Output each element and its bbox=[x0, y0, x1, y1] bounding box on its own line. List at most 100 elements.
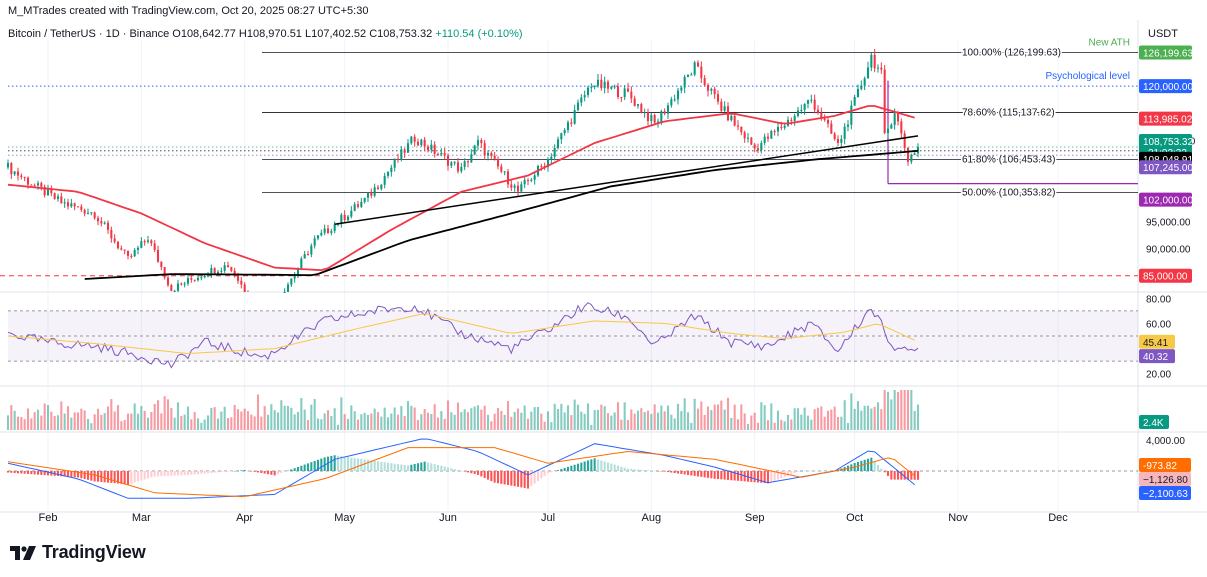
candle-body bbox=[873, 54, 876, 69]
macd-histogram-bar bbox=[486, 471, 490, 480]
macd-histogram-bar bbox=[530, 471, 533, 487]
volume-bar bbox=[793, 408, 796, 430]
candle-body bbox=[640, 104, 643, 113]
volume-bar bbox=[833, 406, 836, 430]
macd-histogram-bar bbox=[683, 471, 686, 475]
volume-bar bbox=[730, 417, 733, 430]
volume-bar bbox=[153, 404, 156, 430]
macd-histogram-bar bbox=[553, 471, 556, 472]
volume-bar bbox=[20, 417, 23, 430]
candle-body bbox=[770, 131, 773, 139]
volume-bar bbox=[26, 408, 30, 430]
volume-bar bbox=[533, 407, 536, 430]
candle-body bbox=[156, 249, 160, 262]
macd-histogram-bar bbox=[403, 465, 406, 471]
macd-histogram-bar bbox=[410, 464, 413, 471]
chart-grid bbox=[0, 20, 1207, 513]
macd-histogram-bar bbox=[213, 471, 216, 473]
candle-body bbox=[553, 148, 556, 157]
macd-histogram-bar bbox=[313, 460, 316, 471]
volume-bar bbox=[680, 411, 683, 430]
candle-body bbox=[773, 131, 776, 133]
macd-histogram-bar bbox=[116, 471, 120, 484]
candle-body bbox=[630, 91, 633, 99]
macd-label: −2,100.63 bbox=[1143, 489, 1188, 500]
tradingview-logo[interactable]: TradingView bbox=[10, 542, 146, 563]
candle-body bbox=[693, 62, 696, 75]
macd-histogram-bar bbox=[733, 471, 736, 481]
candle-body bbox=[756, 148, 760, 151]
macd-histogram-bar bbox=[506, 471, 510, 486]
candle-body bbox=[600, 79, 603, 89]
price-label-box bbox=[1139, 192, 1192, 207]
currency-label[interactable]: USDT bbox=[1148, 28, 1178, 40]
volume-bar bbox=[303, 409, 306, 430]
volume-bar bbox=[130, 413, 133, 430]
candle-body bbox=[580, 97, 583, 103]
volume-bar bbox=[596, 409, 600, 430]
volume-bar bbox=[536, 406, 540, 430]
macd-histogram-bar bbox=[123, 471, 126, 485]
macd-histogram-bar bbox=[43, 471, 46, 476]
volume-bar bbox=[296, 411, 300, 430]
macd-histogram-bar bbox=[496, 471, 500, 484]
macd-histogram-bar bbox=[813, 470, 816, 472]
volume-bar bbox=[676, 403, 680, 430]
volume-bar bbox=[620, 419, 623, 430]
volume-bar bbox=[220, 411, 223, 430]
volume-bar bbox=[576, 404, 580, 430]
volume-bar bbox=[643, 412, 646, 430]
macd-histogram-bar bbox=[863, 459, 866, 471]
candle-body bbox=[350, 210, 353, 217]
candle-body bbox=[320, 232, 323, 236]
macd-histogram-bar bbox=[220, 471, 223, 473]
macd-histogram-bar bbox=[796, 471, 800, 472]
volume-bar bbox=[283, 405, 286, 430]
candle-body bbox=[416, 141, 420, 146]
volume-bar bbox=[353, 411, 356, 430]
macd-histogram-bar bbox=[650, 470, 653, 472]
symbol-name[interactable]: Bitcoin / TetherUS · 1D · Binance bbox=[8, 28, 170, 40]
macd-histogram-bar bbox=[380, 461, 383, 471]
macd-histogram-bar bbox=[670, 471, 673, 473]
volume-bar bbox=[250, 414, 253, 430]
candle-body bbox=[573, 110, 576, 124]
candle-body bbox=[833, 133, 836, 140]
candle-body bbox=[763, 136, 766, 143]
candle-body bbox=[783, 125, 786, 128]
volume-bar bbox=[16, 416, 20, 430]
volume-bar bbox=[390, 413, 393, 430]
volume-bar bbox=[776, 410, 780, 430]
candle-body bbox=[456, 162, 460, 172]
macd-histogram-bar bbox=[383, 462, 386, 471]
macd-histogram-bar bbox=[316, 459, 320, 471]
macd-histogram-bar bbox=[243, 470, 246, 471]
volume-bar bbox=[386, 417, 390, 430]
volume-bar bbox=[363, 412, 366, 430]
macd-histogram-bar bbox=[806, 470, 810, 472]
candle-body bbox=[313, 238, 316, 246]
candle-body bbox=[750, 137, 753, 145]
macd-histogram-bar bbox=[696, 471, 700, 477]
macd-histogram-bar bbox=[273, 471, 276, 476]
macd-histogram-bar bbox=[700, 471, 703, 477]
macd-histogram-bar bbox=[763, 471, 766, 484]
price-change: +110.54 (+0.10%) bbox=[435, 28, 523, 40]
candle-body bbox=[673, 99, 676, 101]
price-axis-tick: 90,000.00 bbox=[1146, 245, 1191, 256]
volume-bar bbox=[880, 409, 883, 430]
macd-histogram-bar bbox=[903, 471, 906, 480]
volume-bar bbox=[470, 408, 473, 430]
tradingview-logo-icon bbox=[10, 545, 36, 560]
macd-histogram-bar bbox=[636, 469, 640, 471]
volume-bar bbox=[196, 418, 200, 430]
candle-body bbox=[146, 240, 150, 242]
candle-body bbox=[760, 142, 763, 151]
candle-body bbox=[26, 177, 30, 185]
macd-histogram-bar bbox=[446, 467, 450, 471]
volume-bar bbox=[890, 399, 893, 430]
candle-body bbox=[900, 121, 903, 134]
candle-body bbox=[603, 81, 606, 89]
candle-body bbox=[186, 278, 190, 284]
